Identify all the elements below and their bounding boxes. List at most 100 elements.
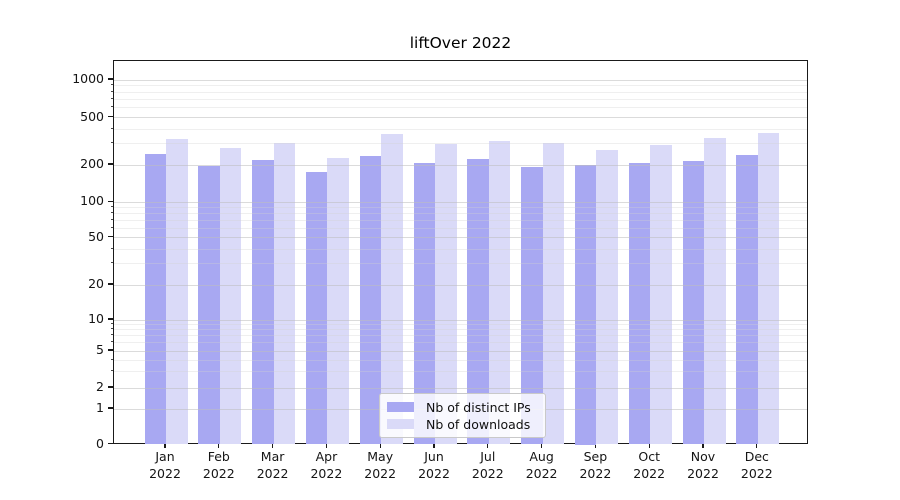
y-tick-mark bbox=[108, 235, 113, 238]
bar-downloads-feb bbox=[219, 148, 242, 445]
x-tick-label-year: 2022 bbox=[579, 465, 612, 481]
x-tick-mark bbox=[756, 444, 758, 448]
y-tick-mark bbox=[108, 349, 113, 351]
y-tick-mark bbox=[108, 318, 113, 320]
y-tick-mark-minor bbox=[110, 106, 113, 108]
gridline-minor bbox=[114, 342, 807, 344]
gridline-minor bbox=[114, 128, 807, 130]
y-tick-mark bbox=[108, 115, 113, 118]
y-tick-mark-minor bbox=[110, 212, 113, 214]
x-tick-mark bbox=[594, 444, 597, 448]
gridline-minor bbox=[114, 324, 807, 326]
x-tick-mark bbox=[648, 444, 650, 448]
y-tick-mark bbox=[108, 407, 113, 409]
x-tick-label-mar: Mar 2022 bbox=[241, 449, 305, 482]
bar-distinct-ips-may bbox=[359, 155, 382, 445]
x-tick-label-jan: Jan 2022 bbox=[133, 449, 197, 482]
bar-downloads-jul bbox=[488, 140, 511, 445]
x-tick-label-month: Mar bbox=[260, 449, 285, 464]
x-tick-label-feb: Feb 2022 bbox=[187, 449, 251, 482]
gridline-minor bbox=[114, 227, 807, 229]
y-tick-mark-minor bbox=[110, 328, 113, 330]
x-tick-mark bbox=[702, 444, 704, 448]
y-tick-mark-minor bbox=[110, 262, 113, 264]
y-tick-mark-minor bbox=[110, 323, 113, 325]
x-tick-label-month: Jul bbox=[480, 449, 496, 464]
gridline-minor bbox=[114, 98, 807, 100]
y-tick-mark-minor bbox=[110, 247, 113, 249]
gridline-major bbox=[114, 387, 807, 389]
gridline-minor bbox=[114, 85, 807, 87]
x-tick-label-year: 2022 bbox=[364, 465, 397, 481]
bar-distinct-ips-aug bbox=[521, 166, 543, 445]
bar-downloads-mar bbox=[273, 143, 296, 445]
x-tick-label-month: Dec bbox=[744, 449, 769, 464]
bar-distinct-ips-jul bbox=[467, 159, 489, 445]
gridline-major bbox=[114, 117, 807, 118]
x-tick-label-month: Apr bbox=[315, 449, 338, 464]
x-tick-label-year: 2022 bbox=[633, 465, 666, 481]
bar-distinct-ips-feb bbox=[198, 166, 220, 445]
gridline-major bbox=[114, 164, 807, 166]
x-tick-label-year: 2022 bbox=[525, 465, 558, 481]
y-tick-mark-minor bbox=[110, 142, 113, 144]
gridline-major bbox=[114, 319, 807, 321]
gridline-minor bbox=[114, 371, 807, 373]
gridline-minor bbox=[114, 107, 807, 109]
x-tick-mark bbox=[487, 444, 489, 448]
y-tick-label: 1000 bbox=[72, 71, 104, 86]
x-tick-label-month: Oct bbox=[638, 449, 660, 464]
y-tick-mark bbox=[108, 442, 113, 445]
gridline-minor bbox=[114, 248, 807, 250]
x-tick-label-month: Jun bbox=[424, 449, 444, 464]
x-tick-label-month: Nov bbox=[690, 449, 716, 464]
y-tick-mark-minor bbox=[110, 370, 113, 372]
bar-distinct-ips-jun bbox=[413, 163, 435, 445]
legend-item-downloads: Nb of downloads bbox=[387, 416, 538, 432]
bar-downloads-oct bbox=[650, 144, 672, 445]
y-tick-mark-minor bbox=[110, 127, 113, 129]
x-tick-label-year: 2022 bbox=[149, 465, 181, 481]
bar-distinct-ips-nov bbox=[682, 161, 704, 445]
y-tick-label: 200 bbox=[80, 156, 104, 171]
x-tick-label-nov: Nov 2022 bbox=[671, 449, 735, 482]
y-tick-mark bbox=[108, 283, 113, 285]
y-tick-mark-minor bbox=[110, 341, 113, 343]
bar-distinct-ips-apr bbox=[305, 171, 328, 445]
y-tick-label: 0 bbox=[96, 435, 104, 451]
x-tick-label-jul: Jul 2022 bbox=[456, 449, 520, 482]
legend-swatch-distinct-ips bbox=[387, 402, 414, 412]
y-tick-label: 20 bbox=[88, 276, 104, 291]
x-tick-label-month: May bbox=[367, 449, 394, 464]
gridline-minor bbox=[114, 329, 807, 331]
x-tick-mark bbox=[218, 444, 220, 448]
y-tick-mark bbox=[108, 386, 113, 388]
bar-downloads-aug bbox=[542, 142, 565, 445]
y-tick-label: 10 bbox=[88, 311, 104, 326]
x-tick-label-month: Sep bbox=[583, 449, 608, 464]
y-tick-mark-minor bbox=[110, 206, 113, 208]
x-tick-label-jun: Jun 2022 bbox=[402, 449, 466, 482]
y-tick-mark-minor bbox=[110, 97, 113, 99]
bar-downloads-sep bbox=[596, 150, 618, 445]
y-tick-mark bbox=[108, 163, 113, 165]
x-tick-label-year: 2022 bbox=[310, 465, 343, 481]
gridline-minor bbox=[114, 263, 807, 265]
bar-distinct-ips-mar bbox=[252, 159, 274, 445]
gridline-minor bbox=[114, 213, 807, 215]
bar-downloads-jun bbox=[435, 144, 457, 445]
gridline-minor bbox=[114, 335, 807, 337]
gridline-minor bbox=[114, 91, 807, 93]
bar-distinct-ips-oct bbox=[628, 162, 651, 445]
gridline-major bbox=[114, 201, 807, 203]
y-tick-label: 500 bbox=[80, 108, 104, 124]
x-tick-label-oct: Oct 2022 bbox=[617, 449, 681, 482]
x-tick-label-month: Jan bbox=[155, 449, 175, 464]
bar-distinct-ips-sep bbox=[574, 165, 597, 445]
x-tick-label-dec: Dec 2022 bbox=[725, 449, 789, 482]
x-tick-label-may: May 2022 bbox=[348, 449, 412, 482]
y-tick-mark-minor bbox=[110, 90, 113, 92]
y-tick-label: 100 bbox=[80, 193, 104, 209]
x-tick-label-year: 2022 bbox=[418, 465, 450, 481]
